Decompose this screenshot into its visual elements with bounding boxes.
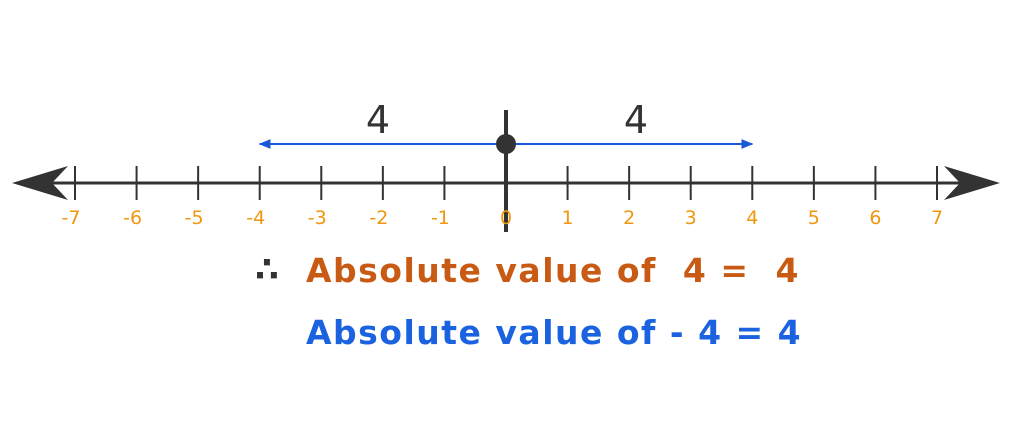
therefore-symbol: ∴	[255, 250, 279, 290]
tick-label: 6	[869, 207, 881, 229]
tick-label: 4	[746, 207, 758, 229]
tick-label: -7	[62, 207, 81, 229]
tick-label: 1	[562, 207, 574, 229]
right-distance-label: 4	[624, 98, 648, 142]
axis-right-arrowhead	[944, 166, 1000, 200]
statement-absolute-value-negative: Absolute value of - 4 = 4	[306, 313, 803, 352]
tick-label: 2	[623, 207, 635, 229]
tick-label: 5	[808, 207, 820, 229]
axis-left-arrowhead	[12, 166, 68, 200]
tick-label: -4	[246, 207, 265, 229]
tick-label: -1	[431, 207, 450, 229]
origin-dot	[496, 134, 516, 154]
tick-label: -3	[308, 207, 327, 229]
tick-label: -2	[369, 207, 388, 229]
tick-label: 7	[931, 207, 943, 229]
statement-absolute-value-positive: Absolute value of 4 = 4	[306, 251, 800, 290]
tick-label: -5	[185, 207, 204, 229]
tick-label: 0	[500, 207, 512, 229]
tick-label: -6	[123, 207, 142, 229]
left-distance-label: 4	[366, 98, 390, 142]
tick-label: 3	[685, 207, 697, 229]
